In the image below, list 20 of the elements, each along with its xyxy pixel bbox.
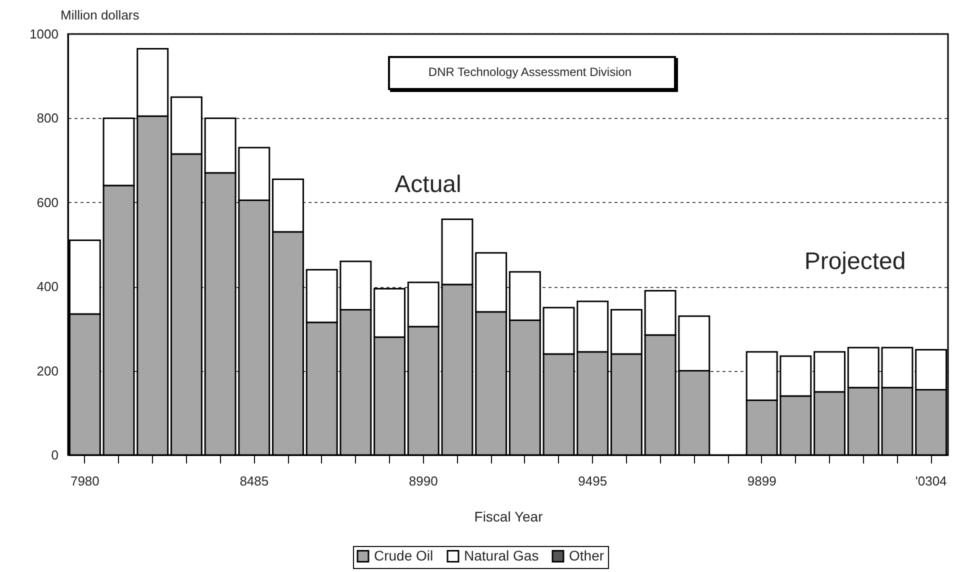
y-tick-label: 600 <box>36 194 58 210</box>
x-tick-label: 8990 <box>408 474 438 488</box>
y-axis-title: Million dollars <box>60 8 140 22</box>
x-axis-title: Fiscal Year <box>474 508 544 524</box>
legend-label: Crude Oil <box>374 547 434 564</box>
annotation: Actual <box>394 171 462 198</box>
annotation: Projected <box>804 248 906 275</box>
x-tick-label: 8485 <box>240 474 269 488</box>
y-tick-label: 200 <box>36 363 58 378</box>
x-tick-label: 9899 <box>747 474 776 488</box>
annotation: DNR Technology Assessment Division <box>428 65 632 79</box>
y-tick-label: 800 <box>36 110 58 126</box>
y-tick-label: 0 <box>51 448 58 462</box>
y-tick-label: 1000 <box>30 26 58 42</box>
legend-label: Natural Gas <box>464 547 539 564</box>
x-tick-label: '0304 <box>915 474 947 488</box>
x-tick-label: 9495 <box>578 474 608 488</box>
legend-label: Other <box>569 547 604 564</box>
x-tick-label: 7980 <box>70 474 100 488</box>
y-tick-label: 400 <box>36 279 58 294</box>
